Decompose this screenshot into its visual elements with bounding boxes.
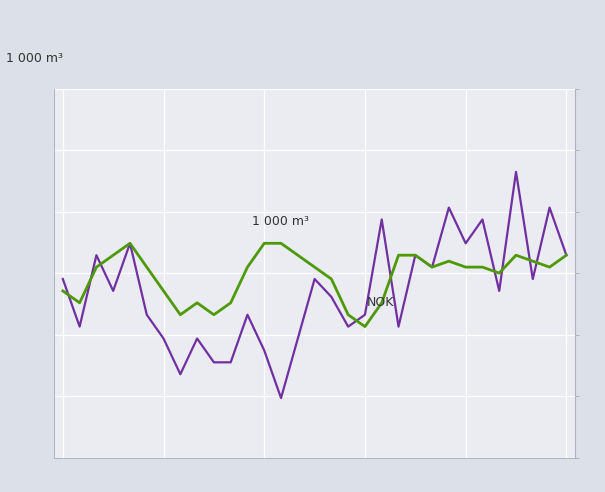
- Text: 1 000 m³: 1 000 m³: [252, 215, 309, 228]
- Text: NOK: NOK: [367, 296, 394, 309]
- Text: 1 000 m³: 1 000 m³: [6, 52, 63, 64]
